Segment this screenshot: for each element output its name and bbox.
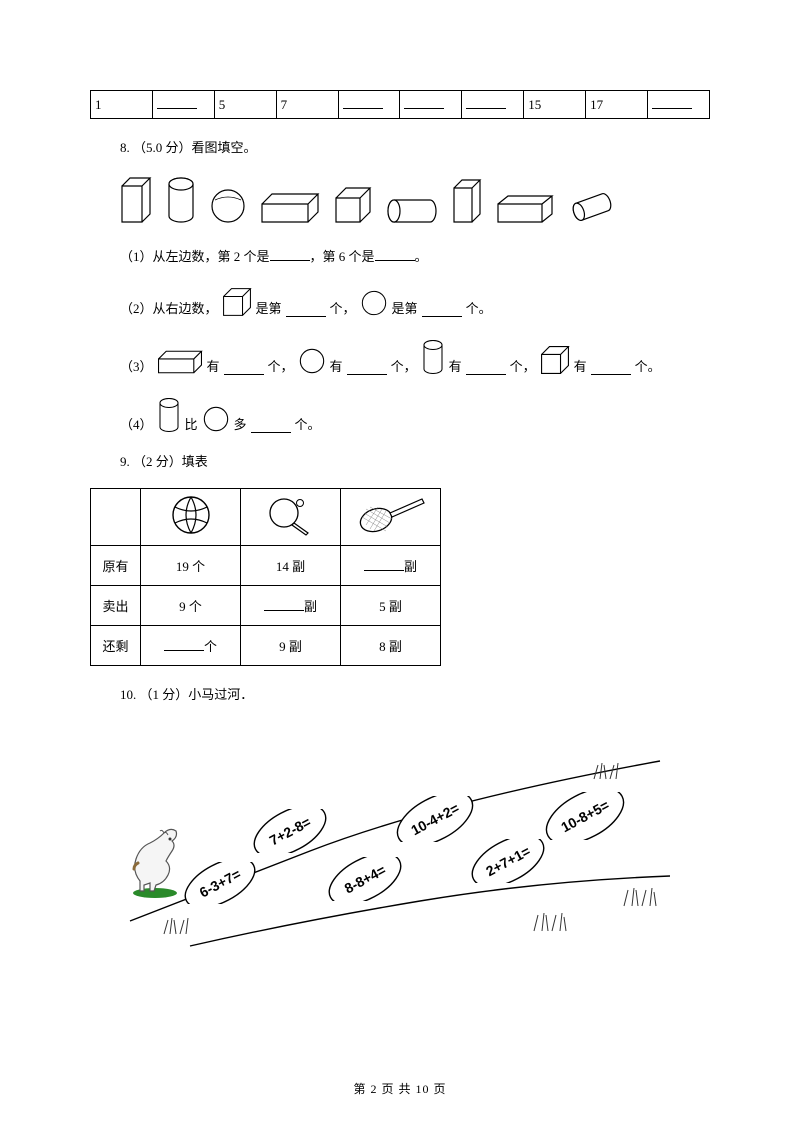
q8-sub3: （3） 有个， 有个， 有个， 有个。 — [120, 339, 710, 375]
q8-shapes-row — [120, 174, 710, 224]
blank-field[interactable] — [224, 363, 264, 375]
goods-row-label: 卖出 — [91, 586, 141, 626]
sequence-table: 1 5 7 15 17 — [90, 90, 710, 119]
goods-cell: 19 个 — [141, 546, 241, 586]
goods-img-paddle — [241, 489, 341, 546]
seq-cell[interactable] — [338, 91, 400, 119]
goods-img-ball — [141, 489, 241, 546]
sphere-icon — [360, 289, 388, 317]
cuboid-long-icon — [496, 194, 554, 224]
cuboid-tall-icon — [120, 174, 152, 224]
cube-icon — [222, 287, 252, 317]
blank-field[interactable] — [286, 305, 326, 317]
seq-cell[interactable] — [648, 91, 710, 119]
cube-icon — [540, 345, 570, 375]
sphere-icon — [210, 188, 246, 224]
seq-cell[interactable]: 15 — [524, 91, 586, 119]
q8-sub1: （1）从左边数，第 2 个是，第 6 个是。 — [120, 246, 710, 265]
goods-cell: 9 副 — [241, 626, 341, 666]
q8-head: 8. （5.0 分）看图填空。 — [120, 137, 710, 156]
river-stone: 8-8+4= — [324, 857, 406, 901]
blank-field[interactable] — [270, 249, 310, 261]
cuboid-long-icon — [157, 349, 203, 375]
blank-field[interactable] — [251, 421, 291, 433]
goods-row-label: 原有 — [91, 546, 141, 586]
cuboid-tall-icon — [452, 178, 482, 224]
q9-head: 9. （2 分）填表 — [120, 451, 710, 470]
river-stone: 10-8+5= — [541, 792, 629, 840]
blank-field[interactable] — [591, 363, 631, 375]
sphere-icon — [202, 405, 230, 433]
river-illustration: 6-3+7= 7+2-8=8-8+4= 10-4+2=2+7+1=10-8+5= — [100, 721, 680, 951]
goods-cell: 14 副 — [241, 546, 341, 586]
goods-table: 原有 19 个 14 副 副 卖出 9 个 副 5 副 还剩 个 9 副 8 副 — [90, 488, 441, 666]
goods-corner — [91, 489, 141, 546]
seq-cell[interactable]: 1 — [91, 91, 153, 119]
river-stone: 2+7+1= — [467, 839, 549, 883]
sphere-icon — [298, 347, 326, 375]
river-stone: 10-4+2= — [392, 796, 478, 842]
river-stone: 6-3+7= — [180, 862, 260, 904]
goods-cell[interactable]: 副 — [341, 546, 441, 586]
seq-cell[interactable]: 5 — [214, 91, 276, 119]
goods-row-label: 还剩 — [91, 626, 141, 666]
seq-cell[interactable] — [462, 91, 524, 119]
grass-icon — [620, 886, 664, 908]
goods-cell[interactable]: 个 — [141, 626, 241, 666]
grass-icon — [160, 916, 200, 936]
blank-field[interactable] — [422, 305, 462, 317]
seq-cell[interactable]: 17 — [586, 91, 648, 119]
q8-sub2: （2）从右边数， 是第个， 是第个。 — [120, 287, 710, 317]
grass-icon — [530, 911, 574, 933]
cylinder-tilt-icon — [568, 190, 616, 224]
blank-field[interactable] — [466, 363, 506, 375]
goods-img-racket — [341, 489, 441, 546]
blank-field[interactable] — [347, 363, 387, 375]
grass-icon — [590, 761, 630, 781]
goods-cell: 9 个 — [141, 586, 241, 626]
cube-icon — [334, 186, 372, 224]
cylinder-icon — [157, 397, 181, 433]
cylinder-icon — [421, 339, 445, 375]
seq-cell[interactable] — [400, 91, 462, 119]
goods-cell: 5 副 — [341, 586, 441, 626]
river-stone: 7+2-8= — [249, 809, 331, 853]
seq-cell[interactable] — [152, 91, 214, 119]
goods-cell: 8 副 — [341, 626, 441, 666]
q10-head: 10. （1 分）小马过河． — [120, 684, 710, 703]
cuboid-long-icon — [260, 192, 320, 224]
goods-cell[interactable]: 副 — [241, 586, 341, 626]
page-footer: 第 2 页 共 10 页 — [0, 1080, 800, 1097]
cylinder-lying-icon — [386, 198, 438, 224]
q8-sub4: （4） 比 多个。 — [120, 397, 710, 433]
cylinder-icon — [166, 176, 196, 224]
blank-field[interactable] — [375, 249, 415, 261]
seq-cell[interactable]: 7 — [276, 91, 338, 119]
